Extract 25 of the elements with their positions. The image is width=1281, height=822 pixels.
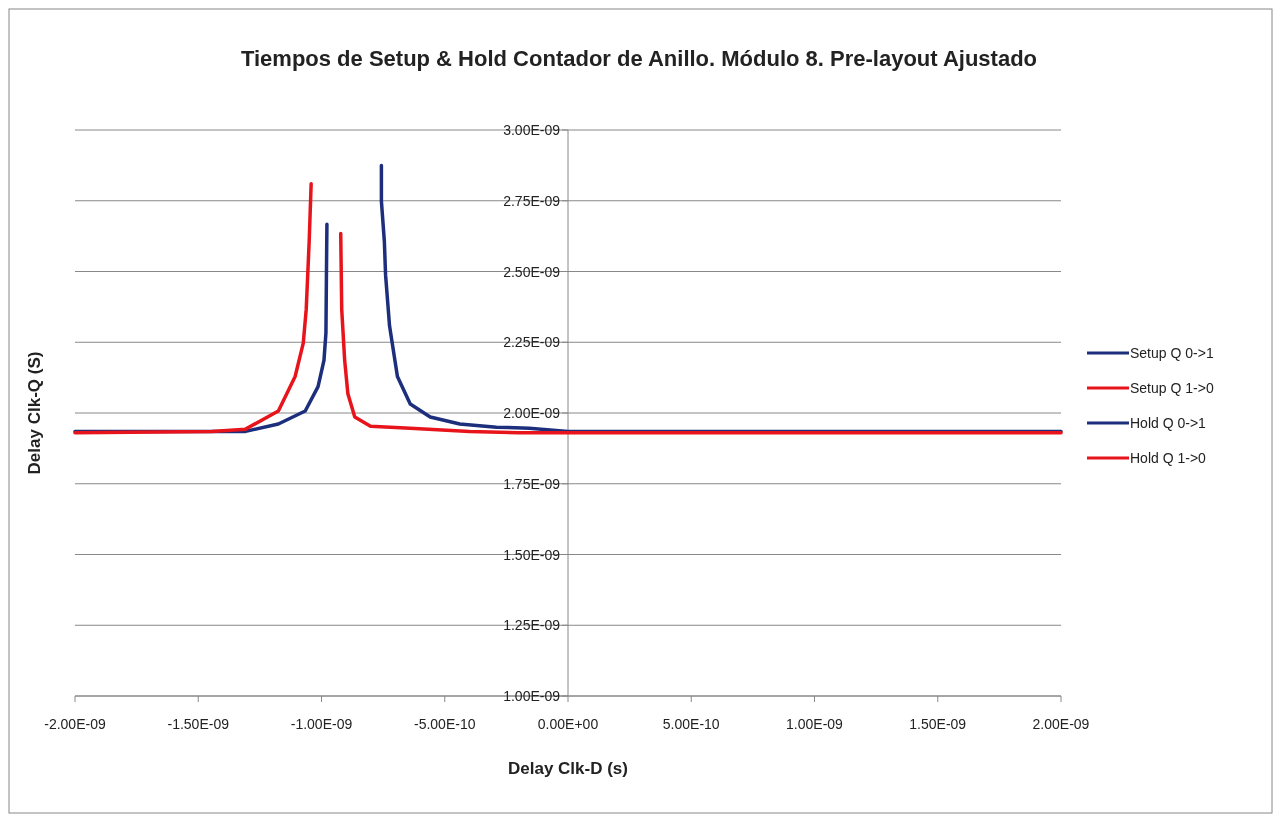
- legend-label: Setup Q 1->0: [1130, 380, 1214, 396]
- y-tick-label: 2.25E-09: [503, 334, 561, 351]
- x-tick-label: -2.00E-09: [44, 716, 106, 732]
- x-tick-label: 1.50E-09: [909, 716, 967, 732]
- y-tick-label: 3.00E-09: [503, 122, 561, 138]
- y-tick-label: 2.75E-09: [503, 192, 561, 209]
- x-tick-label: 5.00E-10: [662, 716, 720, 732]
- legend-label: Hold Q 0->1: [1130, 415, 1207, 431]
- x-tick-label: 1.00E-09: [786, 716, 844, 732]
- y-axis-title: Delay Clk-Q (S): [25, 351, 44, 475]
- y-tick-label: 2.50E-09: [503, 263, 561, 280]
- y-tick-label: 1.25E-09: [503, 617, 561, 634]
- x-tick-label: 2.00E-09: [1032, 716, 1090, 732]
- y-tick-label: 1.75E-09: [503, 475, 561, 492]
- y-tick-label: 2.00E-09: [503, 405, 561, 421]
- chart-title: Tiempos de Setup & Hold Contador de Anillo. Módulo 8. Pre-layout Ajustado: [240, 46, 1038, 71]
- x-tick-label: -1.50E-09: [167, 716, 230, 732]
- x-tick-label: -1.00E-09: [290, 716, 353, 732]
- y-tick-label: 1.50E-09: [503, 546, 561, 563]
- x-tick-label: -5.00E-10: [414, 716, 476, 732]
- legend-label: Hold Q 1->0: [1130, 450, 1207, 466]
- x-tick-label: 0.00E+00: [537, 716, 599, 732]
- legend-label: Setup Q 0->1: [1130, 345, 1214, 361]
- x-axis-title: Delay Clk-D (s): [508, 759, 628, 778]
- y-tick-label: 1.00E-09: [503, 688, 561, 704]
